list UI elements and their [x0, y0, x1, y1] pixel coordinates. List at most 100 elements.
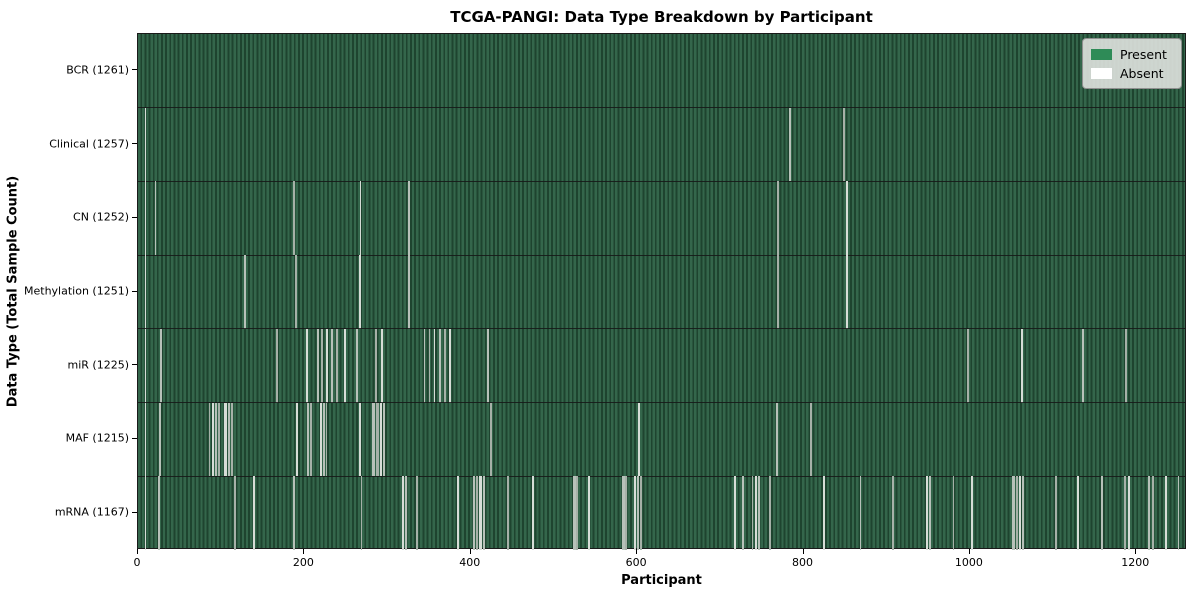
absent-stripe-mir	[343, 328, 346, 403]
absent-stripe-mrna	[144, 476, 147, 550]
absent-stripe-mrna	[1151, 476, 1154, 550]
absent-stripe-maf	[224, 402, 227, 477]
absent-stripe-methylation	[407, 255, 411, 329]
legend-swatch-absent	[1091, 68, 1112, 79]
ytick-label-cn: CN (1252)	[73, 210, 129, 224]
absent-stripe-mrna	[360, 476, 363, 550]
absent-stripe-maf	[376, 402, 379, 477]
absent-stripe-mir	[428, 328, 431, 403]
row-separator	[138, 107, 1185, 109]
absent-stripe-mrna	[734, 476, 736, 550]
absent-stripe-maf	[227, 402, 231, 477]
absent-stripe-maf	[809, 402, 812, 477]
absent-stripe-methylation	[777, 255, 780, 329]
xtick-label-600: 600	[625, 556, 647, 569]
absent-stripe-mir	[1021, 328, 1024, 403]
absent-stripe-mrna	[1018, 476, 1022, 550]
xtick-mark	[469, 549, 471, 554]
absent-stripe-mrna	[751, 476, 754, 550]
legend-label-absent: Absent	[1120, 66, 1164, 81]
absent-stripe-maf	[776, 402, 779, 477]
legend-swatch-present	[1091, 49, 1112, 60]
absent-stripe-maf	[637, 402, 640, 477]
absent-stripe-mrna	[157, 476, 160, 550]
absent-stripe-mir	[275, 328, 278, 403]
absent-stripe-mrna	[633, 476, 637, 550]
xtick-label-1000: 1000	[954, 556, 983, 569]
absent-stripe-cn	[407, 181, 410, 256]
absent-stripe-clinical	[788, 107, 791, 182]
absent-stripe-mrna	[925, 476, 928, 550]
ytick-mark	[132, 143, 137, 145]
absent-stripe-mir	[967, 328, 970, 403]
absent-stripe-mrna	[234, 476, 237, 550]
absent-stripe-mrna	[475, 476, 479, 550]
absent-stripe-clinical	[842, 107, 845, 182]
absent-stripe-mrna	[1148, 476, 1151, 550]
absent-stripe-mrna	[576, 476, 579, 550]
absent-stripe-mrna	[531, 476, 535, 550]
ytick-mark	[132, 364, 137, 366]
absent-stripe-methylation	[358, 255, 361, 329]
ytick-label-mrna: mRNA (1167)	[54, 505, 129, 519]
row-separator	[138, 475, 1185, 477]
absent-stripe-mir	[433, 328, 436, 403]
xtick-label-1200: 1200	[1121, 556, 1150, 569]
absent-stripe-maf	[382, 402, 385, 477]
absent-stripe-maf	[144, 402, 147, 477]
absent-stripe-maf	[306, 402, 310, 477]
absent-stripe-maf	[372, 402, 375, 477]
absent-stripe-maf	[215, 402, 217, 477]
absent-stripe-mrna	[588, 476, 590, 550]
absent-stripe-mrna	[293, 476, 296, 550]
absent-stripe-mrna	[472, 476, 476, 550]
absent-stripe-mir	[305, 328, 308, 403]
absent-stripe-mir	[326, 328, 329, 403]
absent-stripe-mrna	[1055, 476, 1058, 550]
absent-stripe-clinical	[144, 107, 147, 182]
absent-stripe-mrna	[1077, 476, 1079, 550]
absent-stripe-cn	[154, 181, 157, 256]
absent-stripe-mir	[375, 328, 378, 403]
absent-stripe-mir	[439, 328, 442, 403]
plot-area: Present Absent	[137, 33, 1186, 550]
absent-stripe-mrna	[1012, 476, 1015, 550]
absent-stripe-mir	[1082, 328, 1084, 403]
absent-stripe-mrna	[822, 476, 825, 550]
xtick-label-0: 0	[133, 556, 141, 569]
xtick-mark	[636, 549, 638, 554]
absent-stripe-mrna	[891, 476, 895, 550]
absent-stripe-mir	[331, 328, 334, 403]
ytick-mark	[132, 511, 137, 513]
x-axis-label: Participant	[621, 573, 702, 588]
absent-stripe-maf	[309, 402, 312, 477]
legend-entry-absent: Absent	[1091, 64, 1173, 83]
absent-stripe-mrna	[416, 476, 418, 550]
row-separator	[138, 402, 1185, 404]
absent-stripe-mir	[1125, 328, 1128, 403]
row-separator	[138, 254, 1185, 256]
absent-stripe-mir	[381, 328, 384, 403]
legend-label-present: Present	[1120, 47, 1167, 62]
xtick-mark	[137, 549, 138, 554]
absent-stripe-methylation	[294, 255, 297, 329]
absent-stripe-mrna	[1124, 476, 1127, 550]
ytick-label-maf: MAF (1215)	[65, 431, 129, 445]
ytick-mark	[132, 437, 137, 439]
legend-entry-present: Present	[1091, 45, 1173, 64]
absent-stripe-mrna	[1022, 476, 1025, 550]
absent-stripe-mrna	[970, 476, 974, 550]
absent-stripe-maf	[295, 402, 298, 477]
absent-stripe-mrna	[637, 476, 640, 550]
absent-stripe-mrna	[769, 476, 771, 550]
ytick-label-bcr: BCR (1261)	[66, 63, 129, 77]
xtick-label-200: 200	[292, 556, 314, 569]
absent-stripe-mrna	[482, 476, 486, 550]
absent-stripe-mir	[321, 328, 324, 403]
absent-stripe-mrna	[952, 476, 955, 550]
absent-stripe-cn	[144, 181, 147, 256]
absent-stripe-mir	[144, 328, 147, 403]
absent-stripe-maf	[323, 402, 325, 477]
ytick-label-clinical: Clinical (1257)	[49, 137, 129, 151]
